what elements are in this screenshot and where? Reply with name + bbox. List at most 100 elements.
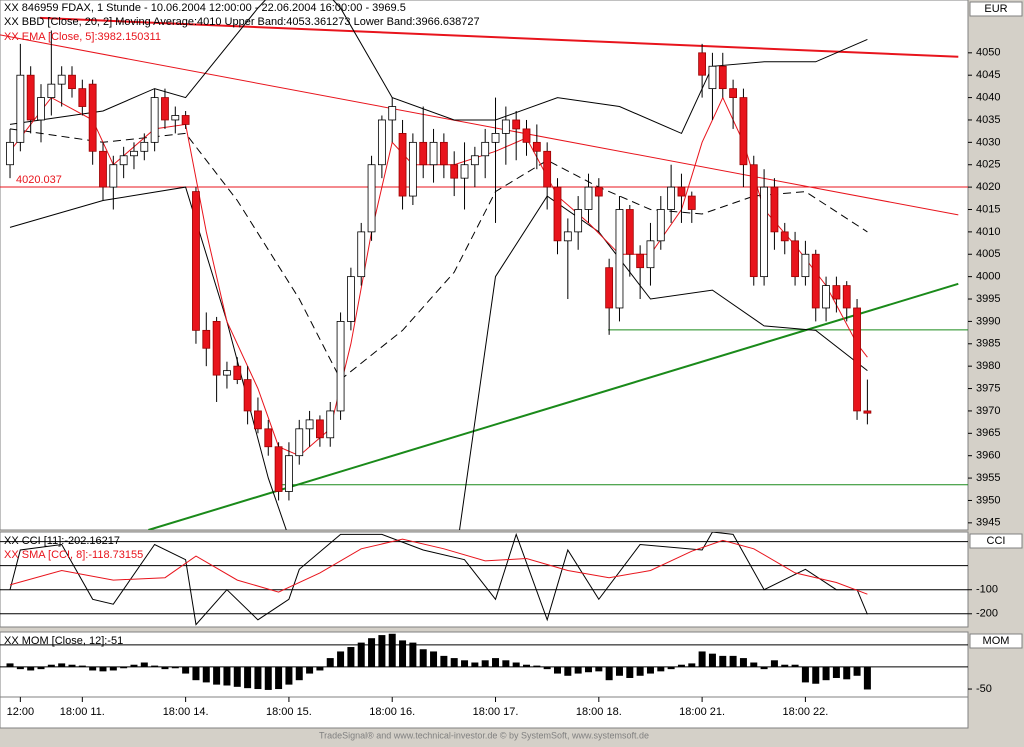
bar bbox=[264, 666, 272, 690]
bar bbox=[295, 666, 303, 681]
candle-body bbox=[212, 321, 221, 376]
bar bbox=[502, 660, 510, 667]
candle-body bbox=[532, 141, 541, 152]
legend-entry: XX CCI [11]:-202.16217 bbox=[4, 535, 120, 547]
candle-body bbox=[636, 253, 645, 269]
bar bbox=[109, 666, 117, 671]
bar bbox=[58, 663, 66, 667]
candle-body bbox=[481, 141, 490, 157]
bar bbox=[708, 653, 716, 667]
bar bbox=[832, 666, 840, 678]
candle-body bbox=[760, 186, 768, 278]
candle-body bbox=[295, 428, 304, 457]
candle-body bbox=[543, 150, 552, 188]
y-tick-label: 3995 bbox=[976, 293, 1000, 305]
candle-body bbox=[68, 74, 76, 90]
candle-body bbox=[615, 209, 624, 309]
x-tick-label: 18:00 16. bbox=[369, 706, 415, 718]
legend-entry: XX SMA [CCI, 8]:-118.73155 bbox=[4, 549, 143, 561]
y-tick-label: 3985 bbox=[976, 338, 1000, 350]
bar bbox=[419, 649, 427, 667]
candle-body bbox=[429, 141, 438, 166]
bar bbox=[326, 658, 334, 667]
bar bbox=[492, 658, 500, 667]
candle-body bbox=[99, 150, 107, 188]
candle-body bbox=[594, 186, 603, 197]
candle-body bbox=[16, 74, 25, 143]
y-tick-label: 3980 bbox=[976, 360, 1000, 372]
legend-entry: XX EMA [Close, 5]:3982.150311 bbox=[4, 31, 161, 43]
bar bbox=[192, 666, 200, 681]
candle-body bbox=[512, 119, 521, 130]
bar bbox=[130, 664, 138, 667]
y-tick-label: 4015 bbox=[976, 203, 1000, 215]
bar bbox=[791, 664, 799, 667]
candle-body bbox=[791, 240, 799, 278]
bar bbox=[388, 633, 396, 667]
bar bbox=[337, 651, 345, 667]
bar bbox=[430, 651, 438, 667]
y-tick-label: 3945 bbox=[976, 517, 1000, 529]
y-tick-label: 4020 bbox=[976, 181, 1000, 193]
bar bbox=[750, 662, 758, 667]
legend-entry: XX MOM [Close, 12]:-51 bbox=[4, 635, 123, 647]
cci-plot bbox=[0, 532, 968, 626]
y-tick-label: -200 bbox=[976, 608, 998, 620]
candle-body bbox=[522, 128, 531, 143]
candle-body bbox=[698, 52, 707, 76]
main-panel bbox=[0, 0, 969, 531]
bar bbox=[233, 666, 241, 687]
y-tick-label: 3955 bbox=[976, 472, 1000, 484]
bar bbox=[564, 666, 572, 676]
bar bbox=[37, 666, 45, 670]
bar bbox=[306, 666, 314, 674]
bar bbox=[801, 666, 809, 683]
candle-body bbox=[305, 419, 314, 430]
line bbox=[9, 532, 868, 626]
candle-body bbox=[667, 186, 676, 210]
bar bbox=[543, 666, 551, 670]
candle-body bbox=[801, 253, 810, 278]
bar bbox=[68, 664, 76, 667]
candle-body bbox=[119, 155, 128, 166]
axis-title-box bbox=[969, 533, 1023, 549]
x-tick-label: 18:00 15. bbox=[266, 706, 312, 718]
candle-body bbox=[347, 276, 355, 322]
candle-body bbox=[140, 141, 149, 152]
candle-body bbox=[853, 307, 861, 412]
candle-body bbox=[605, 267, 614, 309]
mom-plot bbox=[0, 633, 968, 690]
bar bbox=[781, 664, 789, 667]
bar bbox=[688, 663, 696, 667]
bar bbox=[140, 662, 148, 667]
x-tick-label: 12:00 bbox=[7, 706, 35, 718]
bar bbox=[843, 666, 851, 680]
y-tick-label: 4000 bbox=[976, 271, 1000, 283]
bar bbox=[213, 666, 221, 685]
bar bbox=[533, 665, 541, 667]
y-tick-label: -50 bbox=[976, 683, 992, 695]
candle-body bbox=[57, 74, 66, 85]
candle-body bbox=[677, 186, 686, 197]
bar bbox=[553, 666, 561, 674]
y-tick-label: 4005 bbox=[976, 248, 1000, 260]
y-tick-label: 4040 bbox=[976, 91, 1000, 103]
bar bbox=[285, 666, 293, 685]
bar bbox=[605, 666, 613, 681]
axis-title-box bbox=[969, 1, 1023, 17]
y-tick-label: 4050 bbox=[976, 47, 1000, 59]
candle-body bbox=[181, 115, 190, 125]
bar bbox=[729, 655, 737, 667]
line bbox=[9, 538, 868, 595]
candle-body bbox=[316, 419, 324, 439]
candle-body bbox=[357, 231, 366, 278]
y-tick-label: 3950 bbox=[976, 494, 1000, 506]
candle-body bbox=[285, 455, 293, 492]
bar bbox=[626, 666, 634, 678]
candle-body bbox=[450, 164, 459, 179]
line bbox=[0, 34, 959, 216]
bar bbox=[615, 666, 623, 676]
axis-title: MOM bbox=[983, 635, 1010, 647]
y-tick-label: 4045 bbox=[976, 69, 1000, 81]
